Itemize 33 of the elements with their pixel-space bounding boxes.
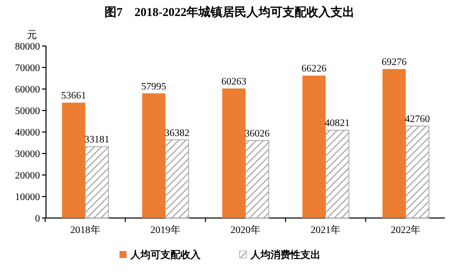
legend-label: 人均消费性支出 bbox=[250, 249, 320, 261]
bar bbox=[302, 76, 326, 218]
y-tick-label: 30000 bbox=[15, 149, 40, 160]
x-tick-label: 2019年 bbox=[150, 224, 180, 236]
bar bbox=[325, 130, 350, 218]
data-label: 57995 bbox=[141, 81, 166, 92]
bar bbox=[222, 88, 246, 218]
bar bbox=[164, 139, 190, 218]
bar bbox=[245, 140, 270, 218]
y-tick-label: 60000 bbox=[15, 84, 40, 96]
bar bbox=[84, 146, 109, 218]
y-tick-label: 70000 bbox=[15, 63, 40, 74]
y-tick-label: 0 bbox=[35, 214, 40, 224]
x-tick-label: 2022年 bbox=[390, 224, 421, 236]
y-tick-label: 40000 bbox=[15, 128, 40, 138]
y-axis-title: 元 bbox=[27, 30, 37, 41]
data-label: 69276 bbox=[382, 57, 407, 68]
y-tick-label: 50000 bbox=[15, 106, 40, 117]
bar bbox=[142, 93, 166, 218]
chart-title: 图7 2018-2022年城镇居民人均可支配收入支出 bbox=[104, 5, 354, 19]
legend-label: 人均可支配收入 bbox=[130, 249, 202, 261]
y-tick-label: 80000 bbox=[15, 42, 40, 52]
data-label: 53661 bbox=[61, 90, 86, 102]
data-label: 60263 bbox=[221, 76, 246, 88]
y-tick-label: 20000 bbox=[15, 170, 40, 182]
bar bbox=[62, 102, 86, 218]
y-tick-label: 10000 bbox=[15, 192, 40, 203]
bar bbox=[382, 69, 406, 218]
x-tick-label: 2018年 bbox=[70, 224, 100, 236]
data-label: 66226 bbox=[302, 64, 327, 75]
x-tick-label: 2020年 bbox=[230, 224, 260, 236]
bar bbox=[405, 126, 430, 218]
x-tick-label: 2021年 bbox=[310, 224, 341, 236]
